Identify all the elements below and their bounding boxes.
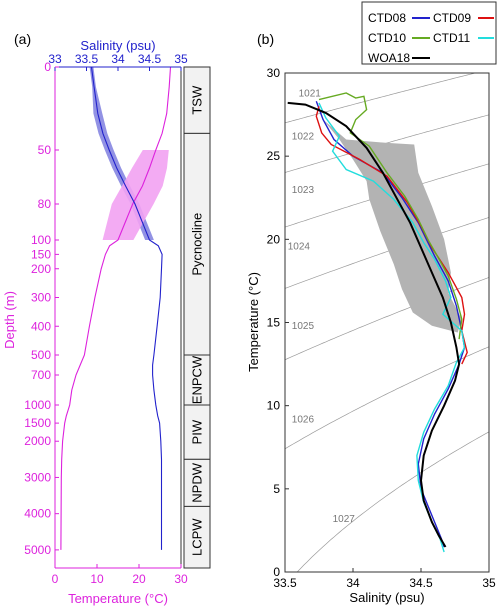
x-tick-label: 34 xyxy=(346,576,360,590)
y-tick-label: 25 xyxy=(267,149,281,163)
water-mass-label: LCPW xyxy=(190,518,205,556)
depth-tick-label: 4000 xyxy=(24,507,51,521)
legend-label-ctd10: CTD10 xyxy=(368,31,406,45)
panel-label-b: (b) xyxy=(257,31,274,47)
temperature-tick-label: 0 xyxy=(52,572,59,586)
depth-tick-label: 400 xyxy=(31,319,51,333)
depth-tick-label: 3000 xyxy=(24,470,51,484)
temperature-tick-label: 30 xyxy=(174,572,188,586)
x-tick-label: 33.5 xyxy=(273,576,297,590)
depth-tick-label: 0 xyxy=(44,60,51,74)
depth-tick-label: 150 xyxy=(31,247,51,261)
salinity-tick-label: 34 xyxy=(111,52,125,66)
depth-tick-label: 5000 xyxy=(24,543,51,557)
depth-tick-label: 50 xyxy=(38,143,52,157)
y-axis-title: Temperature (°C) xyxy=(246,272,261,372)
panel-label-a: (a) xyxy=(14,31,31,47)
salinity-tick-label: 33.5 xyxy=(75,52,99,66)
y-tick-label: 5 xyxy=(273,482,280,496)
legend-label-ctd09: CTD09 xyxy=(433,11,471,25)
salinity-axis-title: Salinity (psu) xyxy=(80,38,155,53)
ts-line-ctd11 xyxy=(318,102,466,553)
temperature-tick-label: 10 xyxy=(90,572,104,586)
water-mass-label: NPDW xyxy=(190,462,205,502)
temperature-axis-title: Temperature (°C) xyxy=(68,591,168,606)
legend-box xyxy=(361,1,497,65)
y-tick-label: 20 xyxy=(267,232,281,246)
depth-tick-label: 2000 xyxy=(24,434,51,448)
salinity-tick-label: 35 xyxy=(174,52,188,66)
isopycnal-label: 1021 xyxy=(299,88,322,99)
legend-label-woa18: WOA18 xyxy=(368,51,410,65)
salinity-tick-label: 34.5 xyxy=(138,52,162,66)
water-mass-box xyxy=(183,354,211,406)
salinity-tick-label: 33 xyxy=(48,52,62,66)
water-mass-label: TSW xyxy=(190,85,205,115)
isopycnal-label: 1024 xyxy=(288,241,311,252)
water-mass-box xyxy=(183,505,211,569)
x-tick-label: 35 xyxy=(482,576,496,590)
isopycnal-label: 1027 xyxy=(333,514,356,525)
depth-tick-label: 1500 xyxy=(24,416,51,430)
depth-tick-label: 200 xyxy=(31,262,51,276)
ts-envelope xyxy=(317,101,462,333)
legend-label-ctd11: CTD11 xyxy=(433,31,470,45)
water-mass-box xyxy=(183,404,211,460)
depth-tick-label: 100 xyxy=(31,233,51,247)
isopycnal-label: 1022 xyxy=(292,132,315,143)
isopycnal-line xyxy=(285,346,489,450)
depth-tick-label: 500 xyxy=(31,348,51,362)
salinity-profile-line xyxy=(90,66,163,550)
water-mass-label: PIW xyxy=(190,419,205,444)
isopycnal-label: 1023 xyxy=(292,185,315,196)
isopycnal-line xyxy=(296,431,489,572)
temperature-uncertainty-band xyxy=(102,150,169,240)
isopycnal-line xyxy=(285,73,477,124)
depth-tick-label: 1000 xyxy=(24,398,51,412)
temperature-tick-label: 20 xyxy=(132,572,146,586)
water-mass-box xyxy=(183,132,211,356)
isopycnal-line xyxy=(285,277,489,361)
ts-line-woa18 xyxy=(287,101,461,548)
x-axis-title: Salinity (psu) xyxy=(349,590,424,605)
water-mass-label: ENPCW xyxy=(190,355,205,404)
legend-label-ctd08: CTD08 xyxy=(368,11,406,25)
ts-line-ctd10 xyxy=(318,92,463,340)
plot-area: 1021 1022 1023 1024 1025 1026 1027 xyxy=(285,73,489,572)
panel-a: 33 33.5 34 34.5 35 Salinity (psu) 0 10 20 30 Tempe… xyxy=(2,31,211,606)
isopycnal-line xyxy=(285,217,489,289)
legend: CTD08 CTD09 CTD10 CTD11 WOA18 xyxy=(361,1,497,65)
y-tick-label: 30 xyxy=(267,66,281,80)
isopycnal-label: 1025 xyxy=(292,321,315,332)
depth-tick-label: 700 xyxy=(31,368,51,382)
depth-tick-label: 80 xyxy=(38,197,52,211)
y-tick-label: 10 xyxy=(267,399,281,413)
depth-axis-title: Depth (m) xyxy=(2,291,17,349)
water-mass-box xyxy=(183,66,211,134)
isopycnal-label: 1026 xyxy=(292,414,315,425)
y-tick-label: 15 xyxy=(267,316,281,330)
water-mass-box xyxy=(183,458,211,507)
temperature-profile-line xyxy=(60,66,172,550)
depth-tick-label: 300 xyxy=(31,291,51,305)
x-tick-label: 34.5 xyxy=(409,576,433,590)
water-mass-label: Pycnocline xyxy=(190,213,205,276)
y-tick-label: 0 xyxy=(273,565,280,579)
